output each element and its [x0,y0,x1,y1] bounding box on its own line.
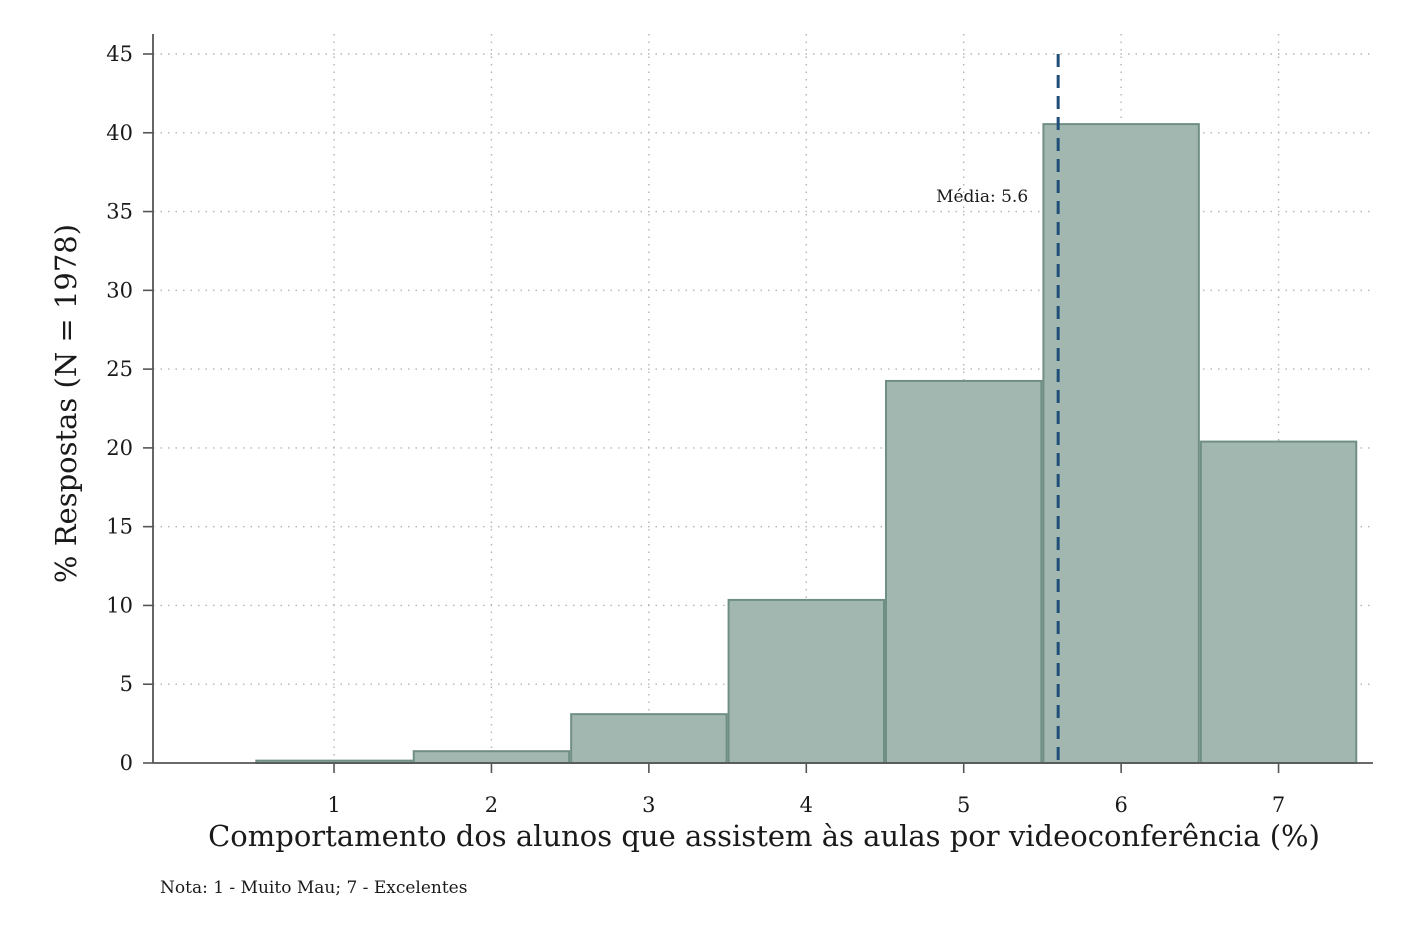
y-axis-title: % Respostas (N = 1978) [49,224,83,583]
bar-6 [1042,123,1200,764]
bar-3 [570,713,728,764]
y-tick-label: 30 [106,278,133,302]
y-tick-label: 25 [106,357,133,381]
y-tick-label: 15 [106,515,133,539]
y-tick-label: 20 [106,436,133,460]
x-tick-label: 2 [485,793,498,817]
bar-5 [885,379,1043,764]
y-ticks: 0 5 10 15 20 25 30 35 40 45 [106,42,153,775]
y-tick-label: 0 [120,751,133,775]
axes [152,34,1373,764]
x-tick-label: 7 [1272,793,1285,817]
x-tick-label: 1 [327,793,340,817]
y-tick-label: 35 [106,200,133,224]
x-tick-label: 4 [800,793,813,817]
bars [255,123,1358,765]
mean-label: Média: 5.6 [936,187,1028,207]
y-tick-label: 40 [106,121,133,145]
x-tick-label: 3 [642,793,655,817]
x-tick-label: 5 [957,793,970,817]
x-axis-title: Comportamento dos alunos que assistem às… [208,819,1320,853]
chart-note: Nota: 1 - Muito Mau; 7 - Excelentes [160,878,467,898]
x-tick-label: 6 [1114,793,1127,817]
bar-4 [727,598,885,764]
y-tick-label: 5 [120,672,133,696]
y-tick-label: 10 [106,593,133,617]
bar-2 [412,750,571,765]
bar-7 [1199,440,1358,764]
y-tick-label: 45 [106,42,133,66]
x-ticks: 1 2 3 4 5 6 7 [327,763,1285,817]
